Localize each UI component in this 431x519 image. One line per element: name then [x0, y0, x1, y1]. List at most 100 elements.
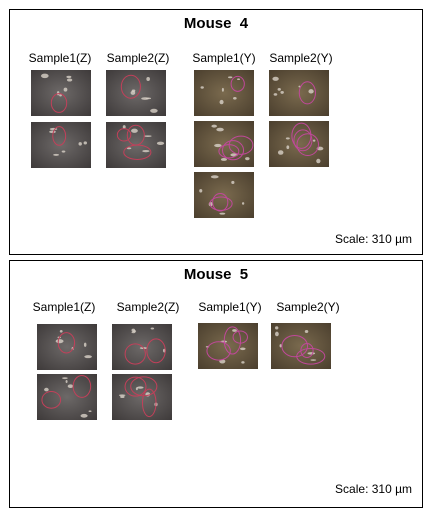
tissue-spot	[120, 395, 125, 399]
tissue-spot	[66, 78, 73, 82]
tissue-spot	[118, 394, 126, 397]
column-label: Sample1(Y)	[198, 300, 261, 314]
region-outline	[298, 81, 316, 105]
tissue-spot	[62, 377, 68, 380]
region-outline	[293, 129, 313, 152]
tissue-spot	[83, 141, 87, 145]
region-outline	[57, 332, 76, 354]
tissue-spot	[66, 75, 72, 79]
region-outline	[212, 193, 229, 212]
region-outline	[72, 374, 92, 398]
tissue-spot	[130, 90, 136, 95]
tissue-spot	[312, 139, 316, 142]
tissue-spot	[59, 329, 63, 333]
tissue-spot	[275, 326, 279, 330]
region-outline	[146, 338, 166, 364]
column-label: Sample1(Z)	[29, 51, 92, 65]
tissue-spot	[245, 157, 250, 161]
tissue-spot	[219, 212, 226, 215]
tissue-spot	[240, 347, 246, 351]
tissue-spot	[65, 380, 68, 384]
tissue-spot	[233, 96, 237, 100]
tissue-spot	[280, 91, 284, 94]
tissue-spot	[231, 180, 235, 184]
tissue-spot	[285, 137, 290, 140]
region-outline	[223, 326, 242, 355]
tissue-spot	[122, 125, 126, 129]
region-outline	[41, 390, 62, 409]
tissue-spot	[150, 108, 158, 113]
region-outline	[206, 341, 231, 361]
tissue-spot	[199, 188, 203, 193]
tissue-spot	[277, 150, 284, 155]
tissue-spot	[232, 329, 237, 332]
tissue-spot	[241, 361, 245, 364]
tissue-spot	[49, 130, 56, 134]
tissue-spot	[316, 158, 321, 164]
tissue-spot	[272, 76, 279, 81]
tissue-spot	[156, 141, 165, 146]
tissue-spot	[55, 339, 64, 344]
region-outline	[209, 196, 233, 211]
panel-title: Mouse 5	[184, 266, 248, 283]
column-label: Sample2(Z)	[117, 300, 180, 314]
tissue-spot	[211, 124, 218, 128]
region-outline	[50, 93, 68, 113]
tissue-spot	[308, 89, 314, 94]
tissue-spot	[219, 99, 224, 105]
tissue-spot	[135, 387, 138, 391]
micrograph	[31, 70, 91, 116]
region-outline	[281, 334, 309, 358]
tissue-spot	[279, 344, 282, 348]
region-outline	[52, 126, 67, 146]
region-outline	[126, 124, 145, 146]
tissue-spot	[214, 143, 222, 148]
tissue-spot	[131, 128, 138, 133]
column-label: Sample2(Y)	[269, 51, 332, 65]
tissue-spot	[227, 76, 233, 79]
column-label: Sample2(Z)	[107, 51, 170, 65]
tissue-spot	[200, 86, 204, 89]
tissue-spot	[275, 331, 279, 337]
region-outline	[230, 75, 245, 92]
tissue-spot	[67, 384, 74, 388]
panel-frame	[9, 260, 423, 508]
tissue-spot	[53, 153, 60, 156]
region-outline	[296, 347, 326, 365]
tissue-spot	[273, 93, 278, 96]
tissue-spot	[277, 88, 281, 91]
region-outline	[228, 135, 254, 155]
tissue-spot	[237, 78, 241, 80]
tissue-spot	[44, 387, 49, 392]
tissue-spot	[136, 386, 144, 389]
region-outline	[291, 122, 312, 149]
region-outline	[116, 128, 132, 142]
tissue-spot	[78, 142, 82, 146]
tissue-spot	[131, 89, 136, 92]
tissue-spot	[150, 327, 155, 330]
micrograph	[194, 70, 254, 116]
tissue-spot	[143, 135, 152, 137]
micrograph	[37, 324, 97, 370]
region-outline	[120, 74, 141, 99]
tissue-spot	[63, 87, 68, 92]
column-label: Sample1(Y)	[192, 51, 255, 65]
tissue-spot	[142, 149, 150, 153]
tissue-spot	[80, 413, 88, 418]
tissue-spot	[220, 157, 227, 161]
region-outline	[222, 140, 245, 161]
scale-label: Scale: 310 µm	[335, 232, 412, 246]
tissue-spot	[310, 359, 317, 361]
tissue-spot	[210, 175, 219, 179]
tissue-spot	[83, 342, 87, 347]
tissue-spot	[84, 355, 92, 359]
region-outline	[141, 388, 157, 418]
tissue-spot	[131, 331, 136, 334]
region-outline	[232, 330, 248, 344]
region-outline	[124, 343, 146, 365]
tissue-spot	[59, 94, 62, 97]
tissue-spot	[307, 352, 316, 355]
tissue-spot	[304, 330, 309, 334]
